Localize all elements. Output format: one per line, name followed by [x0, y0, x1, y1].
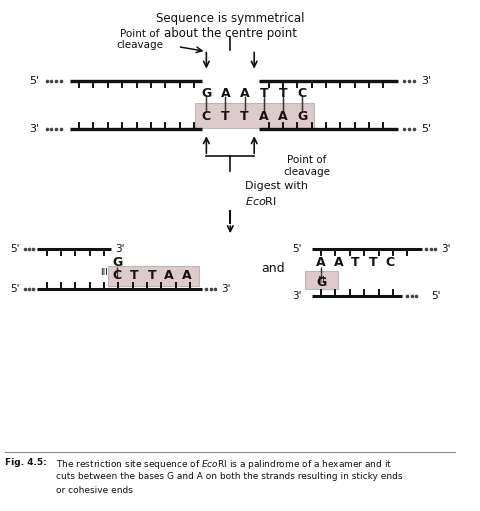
- Text: or cohesive ends: or cohesive ends: [56, 486, 133, 495]
- Text: C: C: [202, 110, 211, 123]
- Text: III: III: [317, 276, 325, 285]
- Text: T: T: [147, 269, 156, 283]
- Text: T: T: [369, 257, 377, 269]
- Text: III: III: [100, 268, 108, 277]
- Text: 3': 3': [441, 244, 450, 254]
- Text: Point of
cleavage: Point of cleavage: [283, 155, 330, 177]
- Text: Point of
cleavage: Point of cleavage: [116, 29, 163, 51]
- Text: cuts between the bases G and A on both the strands resulting in sticky ends: cuts between the bases G and A on both t…: [56, 472, 403, 481]
- Text: T: T: [130, 269, 139, 283]
- Text: C: C: [298, 87, 307, 100]
- Text: 5': 5': [292, 244, 302, 254]
- Text: T: T: [240, 110, 249, 123]
- Text: 3': 3': [221, 284, 230, 294]
- Text: 5': 5': [10, 244, 20, 254]
- Text: 5': 5': [10, 284, 20, 294]
- Text: 3': 3': [116, 244, 125, 254]
- Text: 3': 3': [292, 291, 302, 301]
- Text: and: and: [262, 263, 285, 275]
- Text: The restriction site sequence of $\it{Eco}$RI is a palindrome of a hexamer and i: The restriction site sequence of $\it{Ec…: [56, 458, 392, 472]
- Text: A: A: [221, 87, 230, 100]
- Text: Fig. 4.5:: Fig. 4.5:: [5, 458, 47, 468]
- Text: G: G: [112, 257, 122, 269]
- Text: C: C: [385, 257, 395, 269]
- Text: A: A: [334, 257, 343, 269]
- Text: G: G: [316, 276, 326, 289]
- Text: 5': 5': [431, 291, 441, 301]
- Text: C: C: [113, 269, 122, 283]
- Text: T: T: [221, 110, 230, 123]
- Text: 3': 3': [29, 124, 39, 134]
- Text: A: A: [240, 87, 250, 100]
- Text: T: T: [351, 257, 360, 269]
- Text: T: T: [278, 87, 287, 100]
- Text: 5': 5': [29, 77, 39, 86]
- Text: G: G: [297, 110, 307, 123]
- Text: Sequence is symmetrical
about the centre point: Sequence is symmetrical about the centre…: [156, 12, 304, 40]
- Text: 3': 3': [421, 77, 432, 86]
- Text: A: A: [259, 110, 269, 123]
- Bar: [305, 271, 338, 289]
- Text: 5': 5': [421, 124, 432, 134]
- Text: A: A: [181, 269, 191, 283]
- Text: $\it{Eco}$RI: $\it{Eco}$RI: [245, 195, 276, 207]
- Text: A: A: [164, 269, 174, 283]
- Text: A: A: [316, 257, 326, 269]
- Bar: [108, 266, 199, 286]
- Text: Digest with: Digest with: [245, 181, 308, 191]
- Bar: [195, 103, 314, 128]
- Text: T: T: [260, 87, 268, 100]
- Text: G: G: [201, 87, 212, 100]
- Text: A: A: [278, 110, 288, 123]
